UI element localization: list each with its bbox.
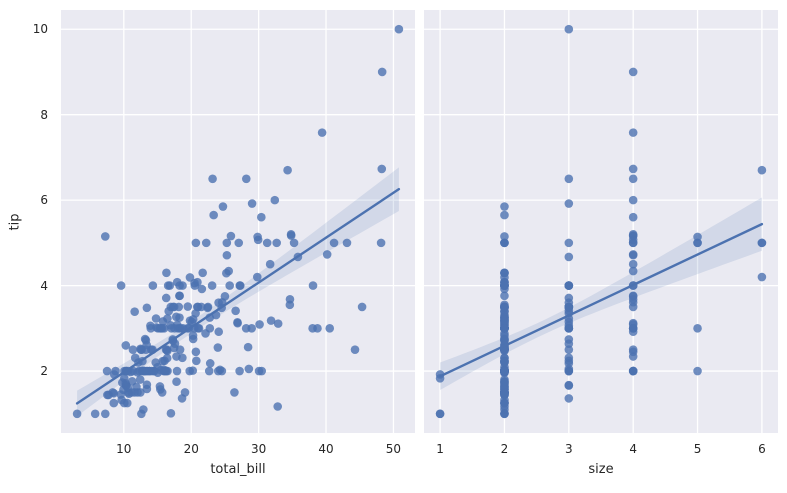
y-tick-label: 2 xyxy=(40,364,48,379)
x-tick-label: 30 xyxy=(250,442,267,456)
scatter-panel-size xyxy=(424,10,778,433)
y-tick-label: 10 xyxy=(32,22,48,37)
x-tick-label: 4 xyxy=(629,442,637,456)
y-tick-label: 6 xyxy=(40,193,48,208)
x-tick-label: 2 xyxy=(500,442,509,456)
x-axis-label-total-bill: total_bill xyxy=(210,462,266,477)
x-axis-label-size: size xyxy=(588,462,614,477)
x-tick-label: 1 xyxy=(436,442,444,456)
x-tick-label: 40 xyxy=(318,442,334,456)
y-tick-label: 8 xyxy=(40,107,48,122)
y-tick-label: 4 xyxy=(40,278,48,293)
x-tick-label: 20 xyxy=(183,442,199,456)
x-tick-label: 5 xyxy=(693,442,702,456)
y-axis-label: tip xyxy=(7,213,23,231)
x-tick-label: 50 xyxy=(385,442,402,456)
x-tick-label: 10 xyxy=(116,442,132,456)
x-tick-label: 3 xyxy=(564,442,573,456)
scatter-panel-total-bill xyxy=(61,10,415,433)
x-tick-label: 6 xyxy=(758,442,766,456)
